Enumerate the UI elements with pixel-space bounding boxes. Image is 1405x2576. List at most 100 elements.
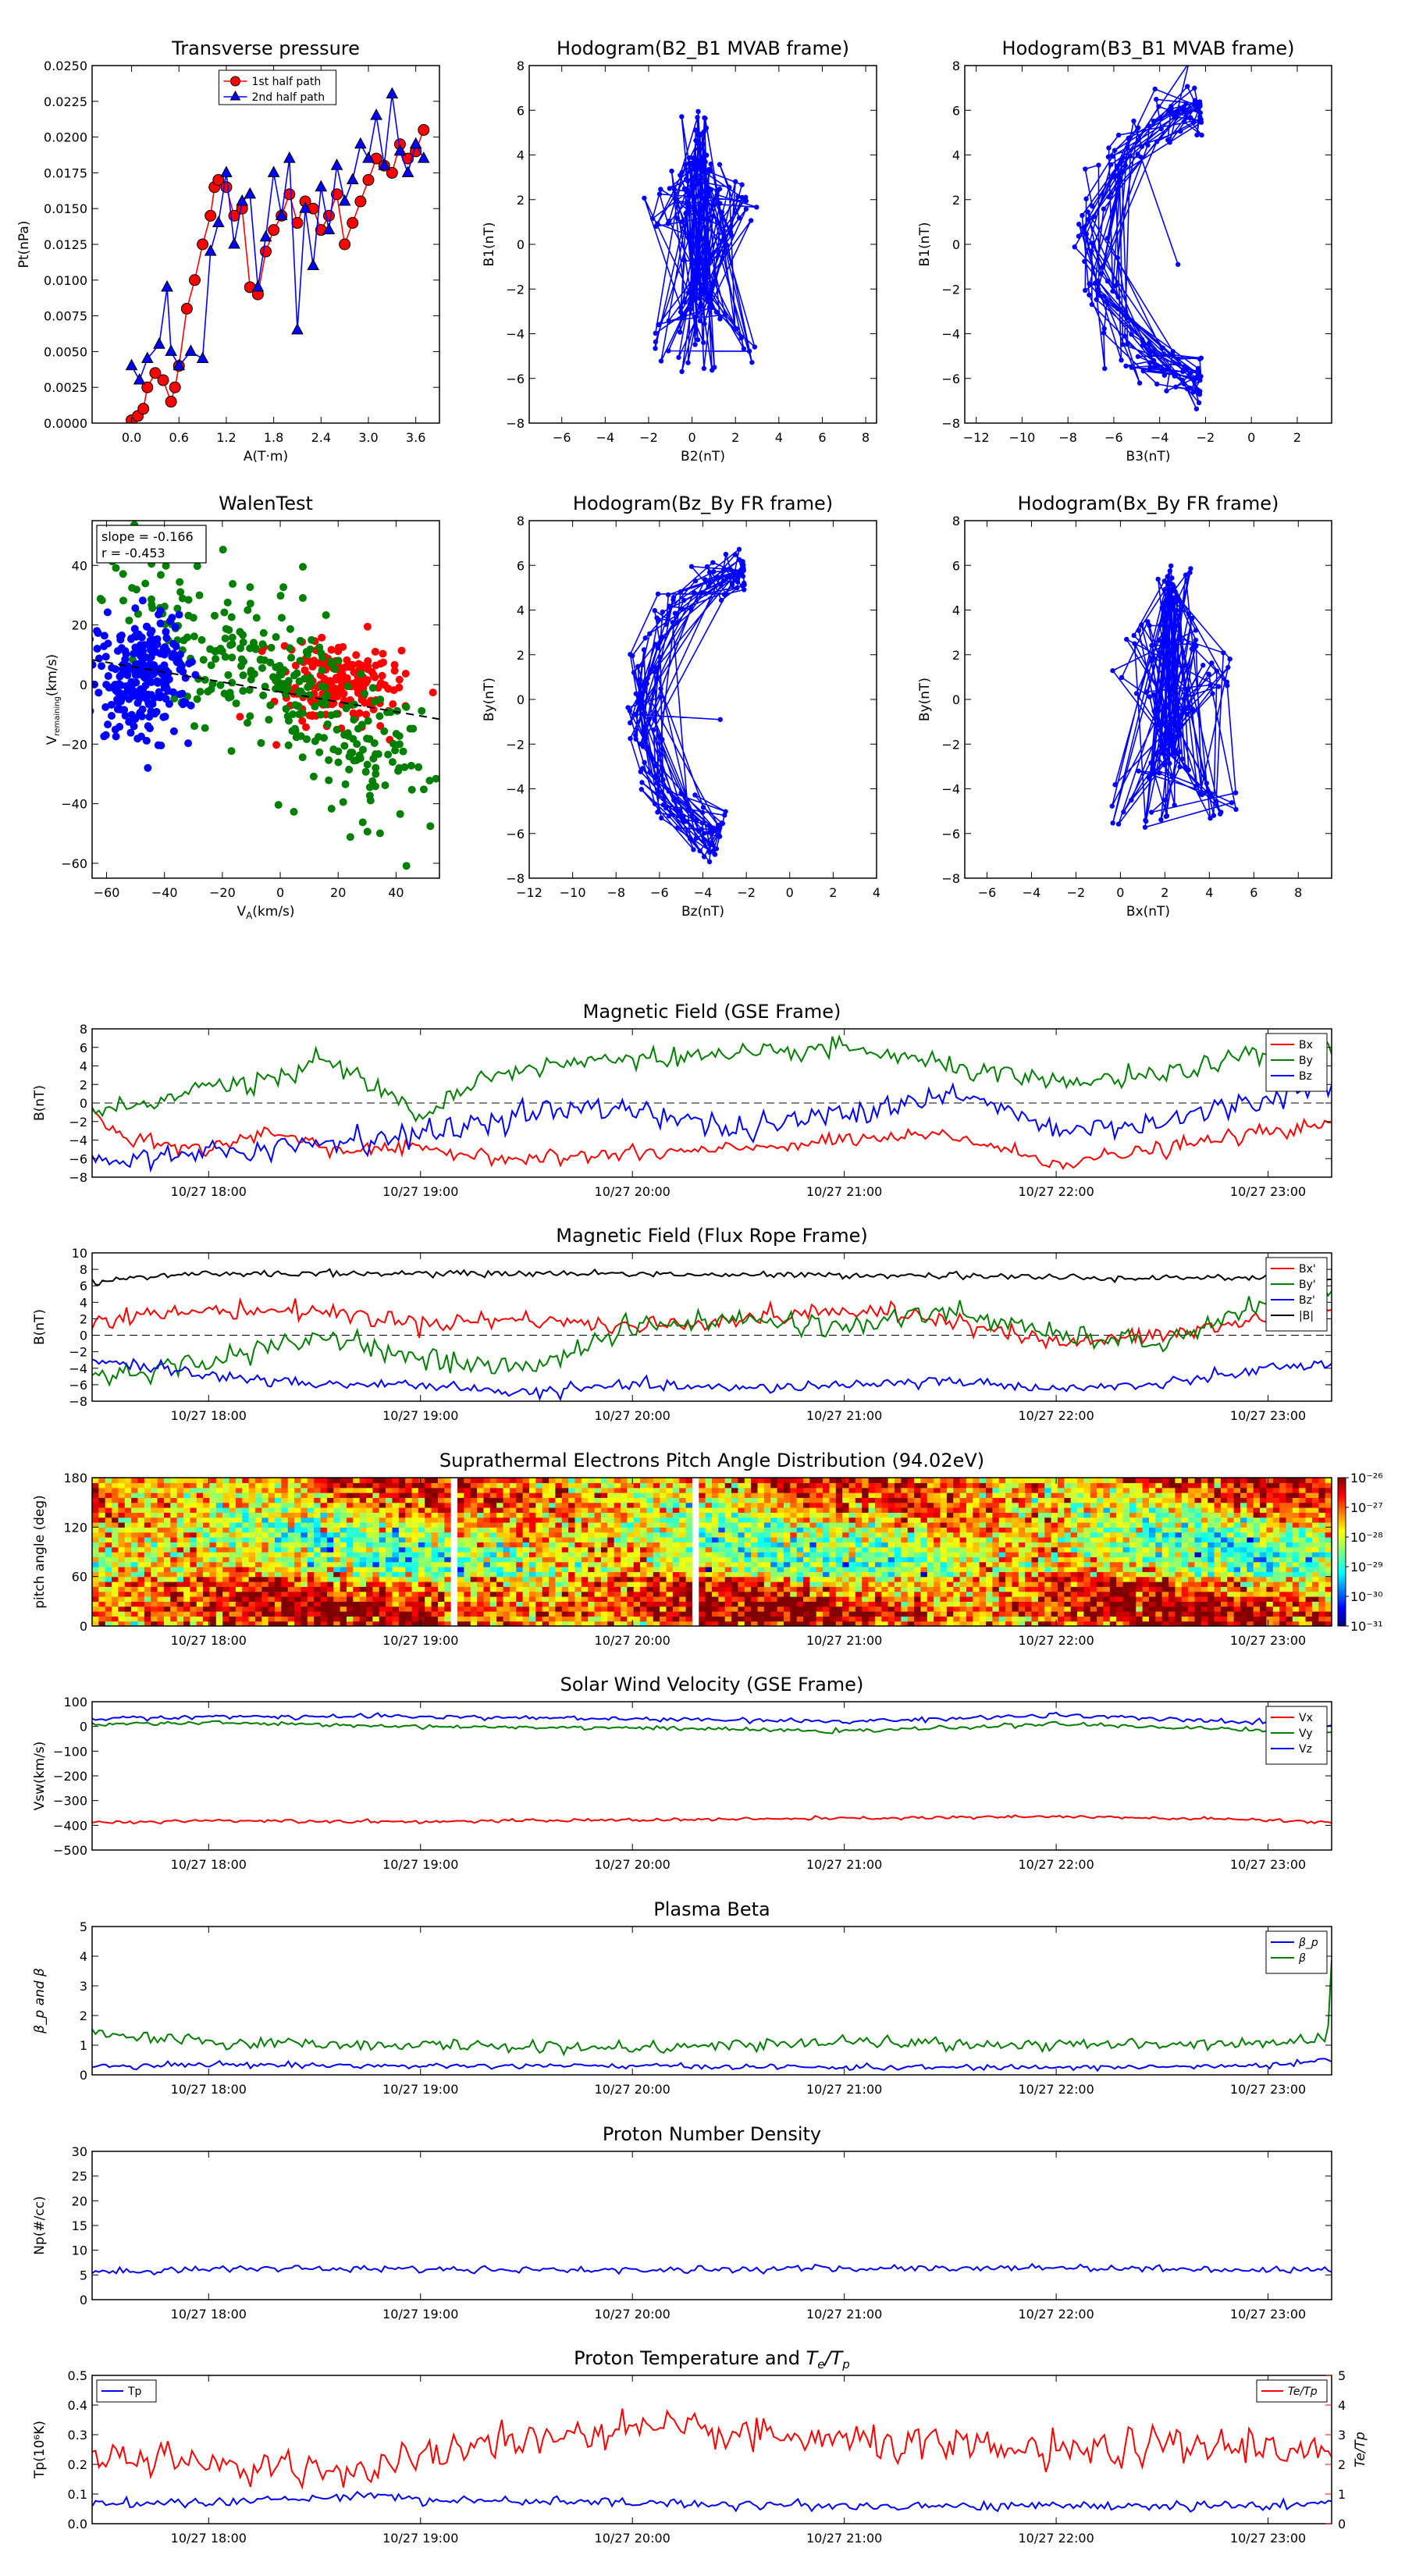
y-tick-label: 20 — [72, 618, 87, 633]
x-tick-label: 10/27 19:00 — [382, 1408, 458, 1423]
heatmap-cell — [196, 1517, 204, 1523]
heatmap-cell — [549, 1606, 557, 1612]
heatmap-cell — [594, 1512, 602, 1518]
heatmap-cell — [509, 1586, 517, 1592]
heatmap-cell — [418, 1621, 425, 1626]
heatmap-cell — [320, 1591, 328, 1597]
x-tick-label: −10 — [560, 885, 586, 900]
heatmap-cell — [535, 1478, 543, 1483]
heatmap-cell — [398, 1497, 406, 1503]
heatmap-cell — [679, 1576, 687, 1582]
heatmap-cell — [248, 1482, 256, 1489]
point-Bx-By — [1160, 750, 1166, 756]
point-B2-B1 — [666, 318, 672, 324]
heatmap-cell — [203, 1567, 211, 1572]
point-B3-B1 — [1145, 142, 1151, 148]
heatmap-cell — [98, 1611, 106, 1617]
heatmap-cell — [163, 1606, 171, 1612]
heatmap-cell — [633, 1512, 641, 1518]
heatmap-cell — [627, 1478, 635, 1483]
point-B3-B1 — [1164, 388, 1169, 393]
heatmap-cell — [431, 1552, 439, 1557]
point-Bz-By — [656, 733, 661, 738]
heatmap-cell — [242, 1606, 250, 1612]
heatmap-cell — [718, 1493, 726, 1498]
heatmap-cell — [372, 1616, 380, 1622]
heatmap-cell — [326, 1591, 334, 1597]
heatmap-cell — [724, 1591, 732, 1597]
heatmap-cell — [731, 1552, 739, 1557]
heatmap-cell — [561, 1527, 569, 1533]
heatmap-cell — [353, 1591, 361, 1597]
heatmap-cell — [418, 1532, 425, 1538]
point-B2-B1 — [681, 258, 687, 263]
heatmap-cell — [705, 1571, 713, 1578]
heatmap-cell — [398, 1546, 406, 1553]
point-Bz-By — [652, 717, 657, 723]
heatmap-cell — [112, 1596, 119, 1602]
heatmap-cell — [346, 1487, 354, 1493]
heatmap-cell — [588, 1482, 596, 1489]
heatmap-cell — [627, 1567, 635, 1572]
point-B3-B1 — [1076, 233, 1082, 239]
point-Bz-By — [699, 820, 706, 826]
heatmap-cell — [679, 1487, 687, 1493]
heatmap-cell — [307, 1502, 315, 1508]
point-Bz-By — [700, 838, 706, 844]
heatmap-cell — [203, 1507, 211, 1513]
x-tick-label: −2 — [737, 885, 756, 900]
point-B3-B1 — [1190, 390, 1196, 395]
point-B2-B1 — [679, 169, 685, 175]
heatmap-cell — [320, 1482, 328, 1489]
heatmap-cell — [692, 1586, 699, 1592]
point-B3-B1 — [1129, 332, 1134, 337]
heatmap-cell — [574, 1596, 582, 1602]
heatmap-cell — [112, 1493, 119, 1498]
x-tick-label: 40 — [388, 885, 404, 900]
heatmap-cell — [144, 1512, 151, 1518]
heatmap-cell — [503, 1537, 510, 1542]
walen-point-z — [136, 709, 144, 717]
heatmap-cell — [281, 1527, 289, 1533]
heatmap-cell — [124, 1517, 132, 1523]
heatmap-cell — [314, 1482, 322, 1489]
heatmap-cell — [248, 1478, 256, 1483]
walen-point-y — [298, 753, 307, 762]
heatmap-cell — [731, 1557, 739, 1563]
heatmap-cell — [555, 1586, 563, 1592]
heatmap-cell — [561, 1493, 569, 1498]
heatmap-cell — [477, 1546, 485, 1553]
heatmap-cell — [242, 1567, 250, 1572]
heatmap-cell — [229, 1517, 237, 1523]
point-Bz-By — [706, 829, 713, 835]
walen-point-y — [132, 585, 140, 594]
point-Bx-By — [1193, 637, 1199, 643]
heatmap-cell — [215, 1606, 223, 1612]
heatmap-cell — [105, 1502, 112, 1508]
heatmap-cell — [346, 1493, 354, 1498]
heatmap-cell — [215, 1567, 223, 1572]
heatmap-cell — [157, 1527, 165, 1533]
walen-point-y — [229, 580, 237, 589]
y-tick-label: −6 — [69, 1378, 87, 1393]
heatmap-cell — [196, 1532, 204, 1538]
point-Bz-By — [627, 708, 633, 713]
heatmap-cell — [477, 1582, 485, 1587]
heatmap-cell — [209, 1487, 217, 1493]
walen-point-y — [296, 656, 304, 665]
heatmap-cell — [653, 1601, 660, 1607]
walen-point-y — [266, 658, 275, 667]
heatmap-cell — [163, 1532, 171, 1538]
heatmap-cell — [235, 1478, 243, 1483]
heatmap-cell — [242, 1576, 250, 1582]
y-tick-label: −8 — [506, 871, 525, 886]
heatmap-cell — [496, 1512, 504, 1518]
heatmap-cell — [209, 1546, 217, 1553]
chart-title: Hodogram(B2_B1 MVAB frame) — [557, 37, 849, 59]
heatmap-cell — [333, 1606, 341, 1612]
heatmap-cell — [366, 1546, 373, 1553]
heatmap-cell — [496, 1616, 504, 1622]
heatmap-cell — [372, 1522, 380, 1528]
point-Bx-By — [1119, 674, 1125, 681]
chart-title: Magnetic Field (GSE Frame) — [583, 1001, 841, 1023]
